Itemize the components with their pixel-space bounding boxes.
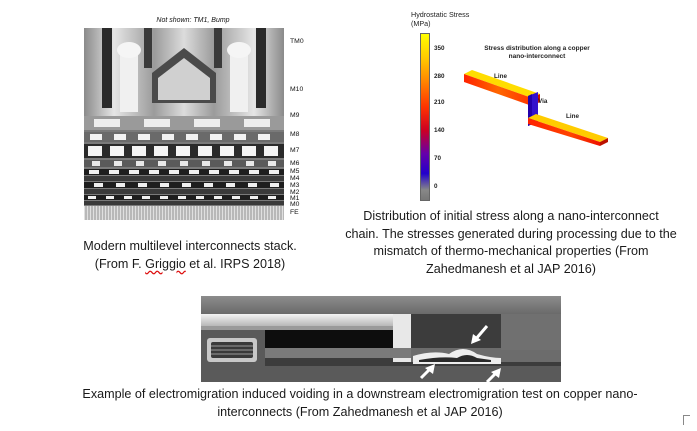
page-corner-mark	[683, 415, 690, 425]
colorbar-ticks: 350 280 210 140 70 0	[434, 33, 458, 201]
metal-label: M4	[290, 175, 300, 182]
metal-label: M3	[290, 182, 300, 189]
metal-label: M1	[290, 195, 300, 202]
colorbar-tick: 280	[434, 73, 445, 80]
metal-label: M10	[290, 86, 304, 93]
metal-label: M7	[290, 147, 300, 154]
label-line-top: Line	[494, 73, 507, 80]
stack-caption-line2: (From F. Griggio et al. IRPS 2018)	[94, 256, 286, 271]
legend-title: Hydrostatic Stress (MPa)	[411, 10, 470, 28]
stack-note: Not shown: TM1, Bump	[156, 17, 230, 24]
metal-label: M6	[290, 160, 300, 167]
colorbar-tick: 350	[434, 45, 445, 52]
colorbar-tick: 70	[434, 155, 442, 162]
colorbar-tick: 0	[434, 183, 438, 190]
metal-label: TM0	[290, 38, 304, 45]
stack-caption: Modern multilevel interconnects stack. (…	[40, 238, 340, 273]
label-via: Via	[538, 98, 548, 105]
interconnect-stack-image	[84, 28, 284, 220]
electromigration-caption: Example of electromigration induced void…	[82, 387, 638, 419]
colorbar-tick: 140	[434, 127, 445, 134]
label-line-bottom: Line	[566, 113, 579, 120]
colorbar-tick: 210	[434, 99, 445, 106]
metal-labels: TM0 M10 M9 M8 M7 M6 M5 M4 M3 M2 M1 M0 FE	[290, 28, 320, 220]
metal-label: M2	[290, 189, 300, 196]
stress-colorbar	[420, 33, 430, 201]
stack-caption-line1: Modern multilevel interconnects stack.	[83, 239, 297, 253]
author-name: Griggio	[145, 256, 186, 271]
electromigration-void-image	[201, 296, 561, 384]
stress-interconnect-3d	[458, 66, 618, 146]
metal-label: M5	[290, 168, 300, 175]
stress-caption: Distribution of initial stress along a n…	[345, 209, 677, 276]
metal-label: M0	[290, 201, 300, 208]
metal-label: M9	[290, 112, 300, 119]
stress-plot-title: Stress distribution along a copper nano-…	[484, 45, 590, 60]
metal-label: FE	[290, 209, 299, 216]
metal-label: M8	[290, 131, 300, 138]
